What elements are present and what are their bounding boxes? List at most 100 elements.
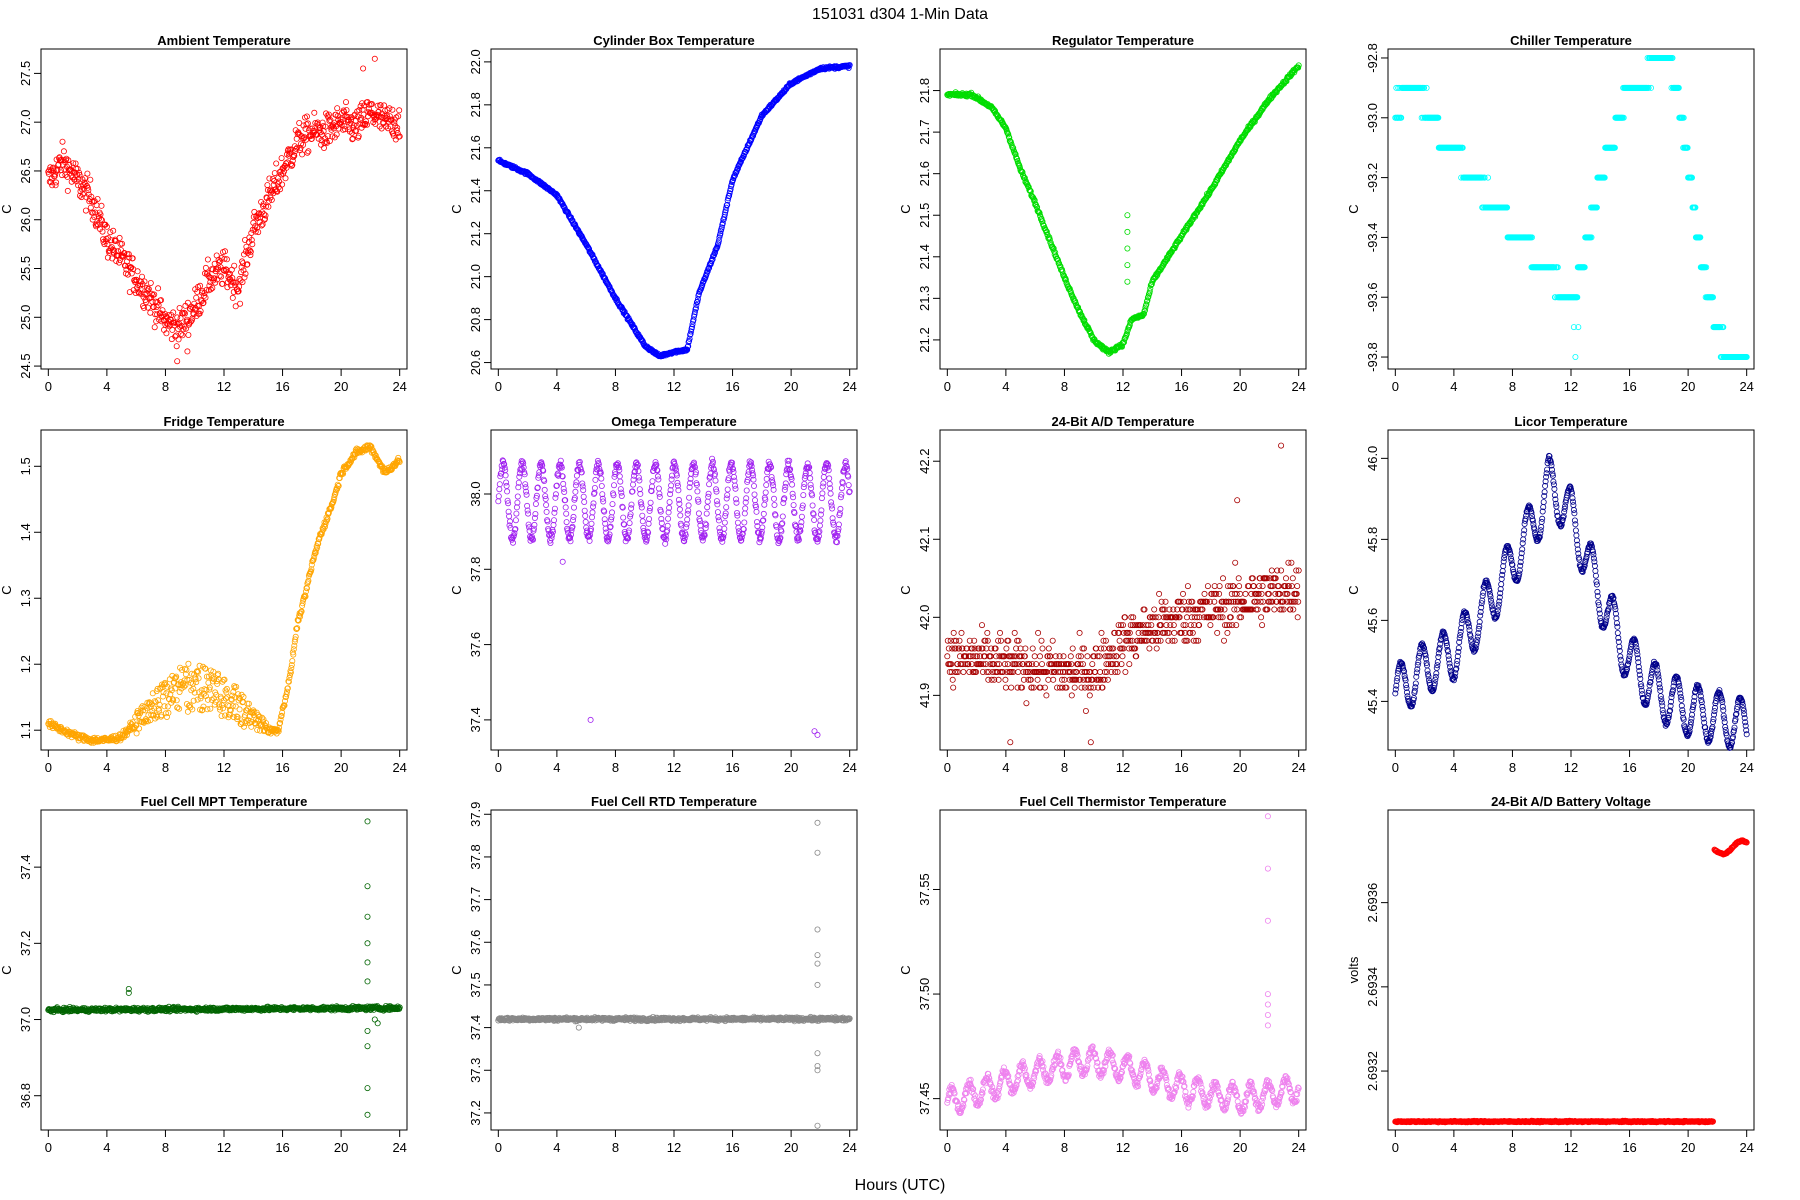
data-point <box>704 268 711 275</box>
x-tick-label: 16 <box>725 760 739 775</box>
data-point <box>184 299 191 306</box>
data-point <box>368 101 375 108</box>
data-point <box>162 321 169 328</box>
data-point <box>62 171 69 178</box>
x-tick-label: 16 <box>275 379 289 394</box>
y-axis-label: C <box>0 204 14 213</box>
y-tick-label: -92.8 <box>1365 43 1380 73</box>
data-point <box>64 187 71 194</box>
data-point <box>362 118 369 125</box>
data-point <box>150 303 157 310</box>
data-point <box>305 148 312 155</box>
data-point <box>52 171 59 178</box>
data-point <box>710 253 717 260</box>
data-point <box>77 192 84 199</box>
data-point <box>382 123 389 130</box>
data-point <box>276 178 283 185</box>
data-point <box>385 116 392 123</box>
x-tick-label: 8 <box>1061 379 1068 394</box>
data-point <box>377 102 384 109</box>
data-point <box>80 191 87 198</box>
data-point <box>179 310 186 317</box>
data-point <box>311 128 318 135</box>
data-point <box>262 212 269 219</box>
y-tick-label: 21.8 <box>468 92 483 117</box>
data-point <box>692 308 699 315</box>
y-tick-label: 27.0 <box>18 110 33 135</box>
x-tick-label: 20 <box>334 760 348 775</box>
data-point <box>319 131 326 138</box>
y-tick-label: 42.0 <box>917 605 932 630</box>
data-point <box>107 245 114 252</box>
data-point <box>221 255 228 262</box>
panel-title: Ambient Temperature <box>157 33 290 48</box>
data-point <box>204 256 211 263</box>
x-tick-label: 12 <box>1116 379 1130 394</box>
data-point <box>181 310 188 317</box>
data-point <box>353 122 360 129</box>
data-point <box>334 105 341 112</box>
data-point <box>174 358 181 365</box>
y-axis-label: C <box>898 585 913 594</box>
figure-x-axis-label: Hours (UTC) <box>855 1177 946 1194</box>
data-point <box>63 155 70 162</box>
x-tick-label: 16 <box>1622 379 1636 394</box>
data-point <box>184 318 191 325</box>
data-point <box>363 121 370 128</box>
panel-title: Chiller Temperature <box>1510 33 1632 48</box>
y-tick-label: 37.4 <box>468 707 483 732</box>
data-point <box>200 292 207 299</box>
data-point <box>59 172 66 179</box>
x-tick-label: 16 <box>1174 760 1188 775</box>
data-point <box>248 229 255 236</box>
data-point <box>268 196 275 203</box>
data-point <box>343 107 350 114</box>
data-point <box>237 300 244 307</box>
data-point <box>242 270 249 277</box>
data-point <box>197 282 204 289</box>
y-tick-label: -93.0 <box>1365 103 1380 133</box>
data-point <box>275 175 282 182</box>
data-point <box>76 169 83 176</box>
data-point <box>216 272 223 279</box>
data-point <box>107 229 114 236</box>
data-point <box>140 304 147 311</box>
data-point <box>255 229 262 236</box>
y-tick-label: 42.2 <box>917 449 932 474</box>
data-point <box>49 182 56 189</box>
x-tick-label: 24 <box>842 379 856 394</box>
data-point <box>145 285 152 292</box>
data-point <box>236 283 243 290</box>
y-tick-label: -93.2 <box>1365 163 1380 193</box>
y-tick-label: 21.3 <box>917 286 932 311</box>
data-point <box>303 121 310 128</box>
data-point <box>113 257 120 264</box>
data-point <box>178 322 185 329</box>
y-tick-label: 21.4 <box>468 178 483 203</box>
data-point <box>65 157 72 164</box>
data-point <box>98 216 105 223</box>
x-tick-label: 8 <box>162 760 169 775</box>
data-point <box>347 120 354 127</box>
y-tick-label: 25.5 <box>18 256 33 281</box>
x-tick-label: 0 <box>944 760 951 775</box>
data-point <box>390 130 397 137</box>
x-tick-label: 8 <box>612 760 619 775</box>
x-tick-label: 4 <box>1450 379 1457 394</box>
panel-title: Cylinder Box Temperature <box>593 33 755 48</box>
data-point <box>383 112 390 119</box>
data-point <box>184 348 191 355</box>
data-point <box>326 137 333 144</box>
y-tick-label: 38.0 <box>468 481 483 506</box>
y-tick-label: 1.2 <box>18 655 33 673</box>
y-tick-label: 26.0 <box>18 207 33 232</box>
data-point <box>142 299 149 306</box>
y-tick-label: 20.8 <box>468 307 483 332</box>
data-point <box>278 155 285 162</box>
y-tick-label: 26.5 <box>18 158 33 183</box>
y-tick-label: 21.2 <box>468 221 483 246</box>
data-point <box>231 262 238 269</box>
x-tick-label: 8 <box>162 379 169 394</box>
